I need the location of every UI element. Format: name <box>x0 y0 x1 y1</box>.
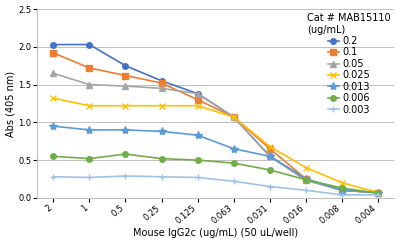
Line: 0.003: 0.003 <box>50 173 381 198</box>
0.1 <box>159 81 164 84</box>
0.2 <box>340 189 344 192</box>
0.1 <box>304 178 308 181</box>
0.1 <box>340 189 344 192</box>
0.003 <box>195 176 200 179</box>
Line: 0.1: 0.1 <box>50 50 381 195</box>
0.003 <box>376 193 380 196</box>
0.003 <box>159 175 164 178</box>
0.006 <box>340 187 344 190</box>
0.013 <box>268 155 272 158</box>
0.05 <box>304 179 308 182</box>
0.003 <box>268 185 272 188</box>
0.025 <box>268 145 272 148</box>
0.1 <box>87 67 92 70</box>
0.013 <box>340 189 344 192</box>
0.013 <box>87 128 92 131</box>
0.025 <box>87 104 92 107</box>
0.2 <box>51 43 56 46</box>
0.006 <box>231 162 236 165</box>
0.003 <box>340 193 344 196</box>
0.003 <box>123 174 128 177</box>
0.006 <box>159 157 164 160</box>
0.006 <box>123 152 128 155</box>
0.003 <box>231 180 236 183</box>
0.05 <box>268 155 272 158</box>
0.1 <box>123 74 128 77</box>
0.2 <box>304 178 308 181</box>
0.1 <box>376 191 380 194</box>
0.025 <box>304 166 308 169</box>
Line: 0.2: 0.2 <box>50 42 381 195</box>
0.05 <box>195 92 200 95</box>
0.006 <box>268 168 272 171</box>
0.025 <box>231 116 236 119</box>
0.05 <box>51 72 56 75</box>
0.013 <box>195 134 200 137</box>
Legend: 0.2, 0.1, 0.05, 0.025, 0.013, 0.006, 0.003: 0.2, 0.1, 0.05, 0.025, 0.013, 0.006, 0.0… <box>305 11 392 117</box>
0.1 <box>231 116 236 119</box>
0.006 <box>87 157 92 160</box>
Y-axis label: Abs (405 nm): Abs (405 nm) <box>6 71 16 137</box>
0.013 <box>159 130 164 133</box>
0.05 <box>376 191 380 194</box>
0.003 <box>304 189 308 192</box>
0.05 <box>231 116 236 119</box>
0.025 <box>123 104 128 107</box>
0.006 <box>51 155 56 158</box>
0.013 <box>304 178 308 181</box>
0.2 <box>159 79 164 82</box>
0.2 <box>123 64 128 67</box>
Line: 0.013: 0.013 <box>49 122 382 197</box>
0.025 <box>376 191 380 194</box>
Line: 0.025: 0.025 <box>50 95 382 196</box>
0.025 <box>51 97 56 100</box>
0.2 <box>195 92 200 95</box>
Line: 0.05: 0.05 <box>50 71 381 195</box>
0.006 <box>195 159 200 162</box>
0.1 <box>51 51 56 54</box>
0.1 <box>195 98 200 101</box>
0.2 <box>376 191 380 194</box>
0.05 <box>159 87 164 90</box>
0.013 <box>123 128 128 131</box>
0.2 <box>268 155 272 158</box>
0.003 <box>87 176 92 179</box>
0.025 <box>340 181 344 184</box>
0.003 <box>51 175 56 178</box>
X-axis label: Mouse IgG2c (ug/mL) (50 uL/well): Mouse IgG2c (ug/mL) (50 uL/well) <box>133 228 298 238</box>
0.05 <box>87 83 92 86</box>
0.2 <box>231 116 236 119</box>
0.05 <box>340 189 344 192</box>
0.006 <box>376 192 380 195</box>
0.013 <box>376 191 380 194</box>
0.013 <box>51 125 56 128</box>
0.025 <box>159 104 164 107</box>
Line: 0.006: 0.006 <box>50 151 381 196</box>
0.013 <box>231 147 236 150</box>
0.05 <box>123 85 128 88</box>
0.2 <box>87 43 92 46</box>
0.025 <box>195 104 200 107</box>
0.1 <box>268 147 272 150</box>
0.006 <box>304 178 308 181</box>
